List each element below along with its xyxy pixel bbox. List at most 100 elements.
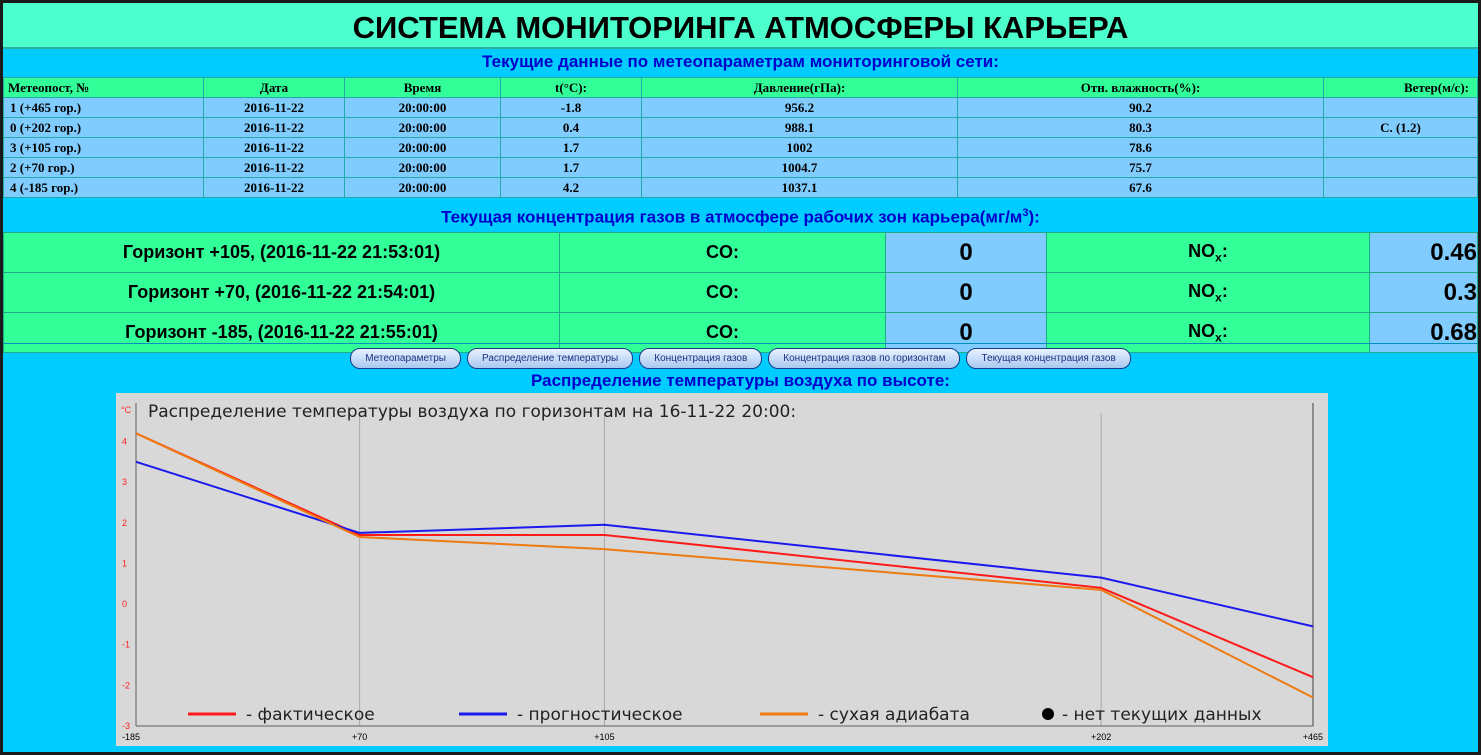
series-line-3	[135, 432, 1314, 699]
nox-label-colon: :	[1221, 240, 1228, 261]
table-cell: 4 (-185 гор.)	[3, 177, 204, 198]
table-cell: 0.4	[500, 117, 642, 138]
table-cell: 20:00:00	[344, 177, 501, 198]
table-cell	[1323, 177, 1478, 198]
legend-marker	[1042, 708, 1054, 720]
legend-label: - сухая адиабата	[818, 705, 970, 725]
meteo-table: Метеопост, № Дата Время t(°C): Давление(…	[3, 77, 1478, 198]
co-value: 0	[885, 232, 1047, 273]
y-axis-unit: °C	[121, 405, 132, 415]
nox-value: 0.68	[1369, 312, 1478, 353]
table-cell: 2 (+70 гор.)	[3, 157, 204, 178]
table-cell: 1.7	[500, 157, 642, 178]
y-tick-label: -1	[122, 640, 130, 650]
table-cell: 988.1	[641, 117, 958, 138]
nox-label: NOx:	[1046, 272, 1370, 313]
table-cell: 2016-11-22	[203, 157, 345, 178]
nox-label: NOx:	[1046, 232, 1370, 273]
nav-button-current-gas[interactable]: Текущая концентрация газов	[966, 348, 1131, 369]
column-header: Метеопост, №	[3, 77, 204, 98]
nox-label: NOx:	[1046, 312, 1370, 353]
y-tick-label: 0	[122, 599, 127, 609]
y-tick-label: 2	[122, 518, 127, 528]
column-header: Отн. влажность(%):	[957, 77, 1324, 98]
x-tick-label: -185	[122, 732, 140, 742]
table-cell: 20:00:00	[344, 117, 501, 138]
x-tick-label: +105	[594, 732, 614, 742]
horizon-label: Горизонт -185, (2016-11-22 21:55:01)	[3, 312, 560, 353]
meteo-header-row: Метеопост, № Дата Время t(°C): Давление(…	[3, 77, 1478, 98]
table-cell: 1.7	[500, 137, 642, 158]
table-cell: 20:00:00	[344, 157, 501, 178]
y-tick-label: 3	[122, 477, 127, 487]
table-row: 3 (+105 гор.) 2016-11-22 20:00:00 1.7 1002 78…	[3, 137, 1478, 158]
table-row: 1 (+465 гор.) 2016-11-22 20:00:00 -1.8 956.2…	[3, 97, 1478, 118]
table-cell: 2016-11-22	[203, 97, 345, 118]
table-cell: 4.2	[500, 177, 642, 198]
table-cell: 75.7	[957, 157, 1324, 178]
page-title: СИСТЕМА МОНИТОРИНГА АТМОСФЕРЫ КАРЬЕРА	[3, 3, 1478, 49]
table-cell: 20:00:00	[344, 97, 501, 118]
nav-button-gas-horizons[interactable]: Концентрация газов по горизонтам	[768, 348, 961, 369]
co-label: CO:	[559, 232, 886, 273]
nox-value: 0.46	[1369, 232, 1478, 273]
table-cell: 67.6	[957, 177, 1324, 198]
nox-label-sub: x	[1215, 290, 1222, 305]
chart-heading: Распределение температуры воздуха по выс…	[531, 371, 950, 390]
co-value: 0	[885, 272, 1047, 313]
y-tick-label: 1	[122, 558, 127, 568]
nox-label-text: NO	[1188, 240, 1216, 261]
table-cell: 2016-11-22	[203, 177, 345, 198]
y-tick-label: 4	[122, 436, 127, 446]
y-tick-label: -3	[122, 721, 130, 731]
table-cell: 1002	[641, 137, 958, 158]
table-cell: 20:00:00	[344, 137, 501, 158]
series-line-1	[135, 432, 1314, 679]
horizon-label: Горизонт +70, (2016-11-22 21:54:01)	[3, 272, 560, 313]
table-cell: 2016-11-22	[203, 137, 345, 158]
nox-label-sub: x	[1215, 250, 1222, 265]
nox-label-text: NO	[1188, 280, 1216, 301]
meteo-heading: Текущие данные по метеопараметрам монито…	[482, 52, 999, 71]
co-value: 0	[885, 312, 1047, 353]
table-cell: 1 (+465 гор.)	[3, 97, 204, 118]
table-cell: 956.2	[641, 97, 958, 118]
table-cell: 80.3	[957, 117, 1324, 138]
x-tick-label: +70	[352, 732, 367, 742]
legend-label: - прогностическое	[517, 705, 683, 725]
gas-row: Горизонт +105, (2016-11-22 21:53:01) CO: 0…	[3, 232, 1478, 273]
nox-label-text: NO	[1188, 320, 1216, 341]
column-header: Давление(гПа):	[641, 77, 958, 98]
gas-heading-end: ):	[1028, 207, 1040, 227]
divider	[3, 343, 1478, 344]
x-tick-label: +465	[1303, 732, 1323, 742]
gas-row: Горизонт +70, (2016-11-22 21:54:01) CO: 0 N…	[3, 272, 1478, 313]
y-tick-label: -2	[122, 680, 130, 690]
gas-table: Горизонт +105, (2016-11-22 21:53:01) CO: 0…	[3, 232, 1478, 353]
table-cell	[1323, 157, 1478, 178]
nox-label-colon: :	[1221, 280, 1228, 301]
column-header: Дата	[203, 77, 345, 98]
table-cell: -1.8	[500, 97, 642, 118]
gas-heading-sup: 3	[1022, 207, 1029, 219]
chart-title: Распределение температуры воздуха по гор…	[148, 402, 796, 422]
series-line-2	[135, 460, 1314, 628]
x-tick-label: +202	[1091, 732, 1111, 742]
table-cell: 2016-11-22	[203, 117, 345, 138]
column-header: Время	[344, 77, 501, 98]
table-cell	[1323, 97, 1478, 118]
nox-label-colon: :	[1221, 320, 1228, 341]
table-row: 0 (+202 гор.) 2016-11-22 20:00:00 0.4 988.1 8…	[3, 117, 1478, 138]
nox-value: 0.3	[1369, 272, 1478, 313]
co-label: CO:	[559, 312, 886, 353]
column-header: Ветер(м/с):	[1323, 77, 1478, 98]
table-cell: 1037.1	[641, 177, 958, 198]
table-cell: 3 (+105 гор.)	[3, 137, 204, 158]
nav-button-gas[interactable]: Концентрация газов	[639, 348, 763, 369]
nav-button-meteo[interactable]: Метеопараметры	[350, 348, 461, 369]
legend-label: - фактическое	[246, 705, 375, 725]
gas-heading: Текущая концентрация газов в атмосфере р…	[3, 207, 1478, 228]
table-row: 2 (+70 гор.) 2016-11-22 20:00:00 1.7 1004.7 7…	[3, 157, 1478, 178]
nav-button-temperature[interactable]: Распределение температуры	[467, 348, 634, 369]
